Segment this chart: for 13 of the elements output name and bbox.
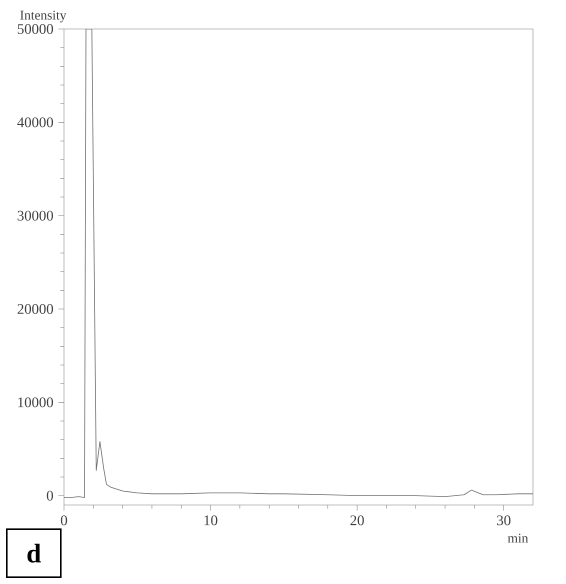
y-tick-label: 40000 — [17, 117, 54, 128]
x-tick-label: 10 — [204, 515, 218, 526]
x-tick-label: 30 — [497, 515, 510, 526]
y-tick-label: 30000 — [18, 210, 54, 221]
y-tick-label: 0 — [46, 490, 54, 501]
y-tick-label: 20000 — [18, 304, 54, 314]
x-tick-label: 20 — [350, 515, 364, 526]
x-tick-label: 0 — [60, 515, 68, 526]
y-axis-title: Intensity — [20, 10, 66, 22]
y-tick-label: 50000 — [18, 24, 54, 34]
text: d — [27, 544, 41, 563]
y-tick-label: 10000 — [18, 397, 54, 408]
x-axis-title: min — [508, 534, 528, 543]
